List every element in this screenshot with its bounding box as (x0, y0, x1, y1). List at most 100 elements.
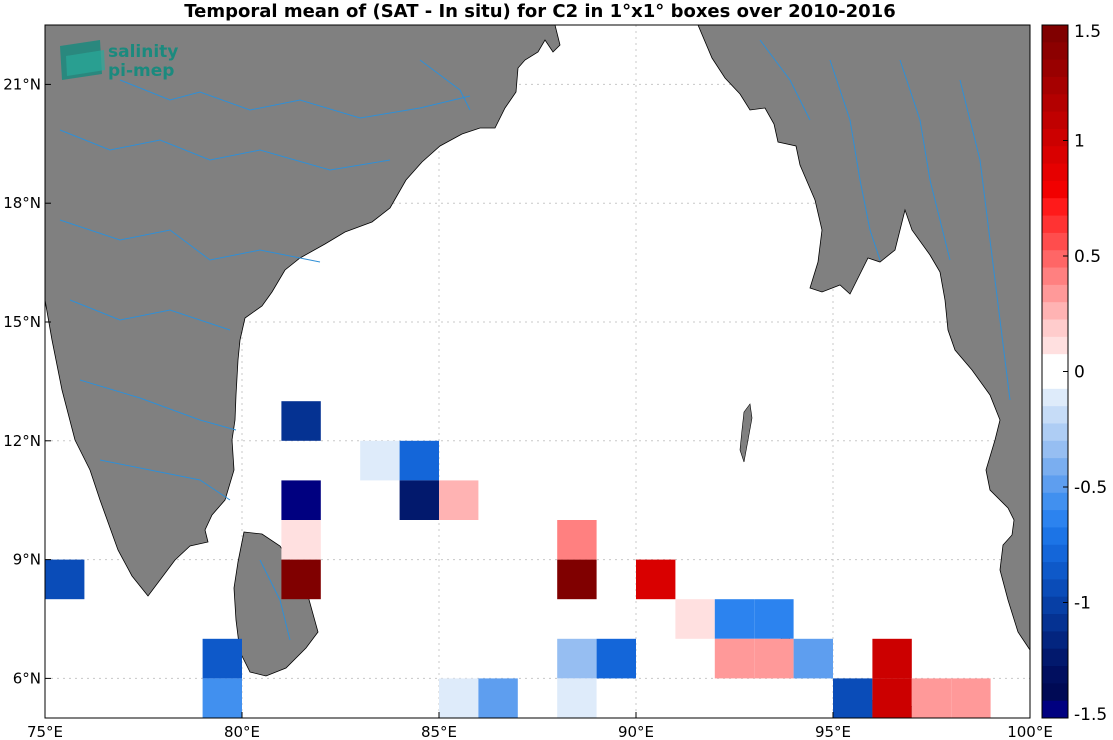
heatmap-cell (714, 599, 755, 639)
heatmap-cell (360, 440, 400, 481)
colorbar-swatch (1042, 94, 1068, 113)
colorbar-swatch (1042, 579, 1068, 598)
colorbar-swatch (1042, 128, 1068, 147)
india-landmass (45, 25, 561, 597)
heatmap-cell (872, 678, 912, 718)
colorbar-swatch (1042, 544, 1068, 563)
logo-line1: salinity (108, 42, 178, 62)
colorbar-swatch (1042, 406, 1068, 424)
colorbar-swatch (1042, 232, 1068, 251)
colorbar-swatch (1042, 440, 1068, 459)
heatmap-cell (793, 638, 833, 679)
colorbar-swatch (1042, 163, 1068, 182)
colorbar-swatch (1042, 76, 1068, 95)
heatmap-cell (439, 480, 479, 520)
x-tick-label: 85°E (421, 723, 457, 740)
heatmap-cell (557, 678, 597, 718)
heatmap-cell (399, 480, 439, 520)
y-tick-label: 6°N (13, 669, 41, 687)
x-tick-label: 95°E (815, 723, 851, 740)
heatmap-cell (714, 638, 755, 679)
colorbar-swatch (1042, 336, 1068, 355)
colorbar-swatch (1042, 510, 1068, 528)
colorbar-swatch (1042, 25, 1068, 43)
logo-line2: pi-mep (108, 61, 174, 81)
y-tick-label: 9°N (13, 551, 41, 569)
y-axis-ticks: 6°N 9°N 12°N 15°N 18°N 21°N (3, 75, 51, 687)
colorbar-swatch (1042, 388, 1068, 407)
colorbar-swatch (1042, 423, 1068, 442)
colorbar-swatch (1042, 354, 1068, 372)
heatmap-cell (557, 520, 597, 560)
colorbar-swatch (1042, 562, 1068, 580)
colorbar-tick-label: -1 (1074, 594, 1091, 614)
colorbar-swatch (1042, 59, 1068, 78)
map-area (45, 25, 1030, 718)
heatmap-cell (281, 480, 321, 520)
colorbar-swatch (1042, 683, 1068, 702)
colorbar-swatch (1042, 631, 1068, 650)
salinity-pi-mep-logo: salinity pi-mep (60, 40, 178, 81)
heatmap-cells (45, 401, 991, 718)
y-tick-label: 18°N (3, 194, 41, 212)
heatmap-cell (833, 678, 873, 718)
colorbar-swatch (1042, 527, 1068, 546)
colorbar-ticks: 1.5 1 0.5 0 -0.5 -1 -1.5 (1063, 22, 1107, 725)
colorbar-tick-label: -0.5 (1074, 478, 1107, 498)
colorbar-swatch (1042, 198, 1068, 217)
andaman-island (739, 403, 753, 463)
colorbar-swatch (1042, 111, 1068, 130)
chart-title: Temporal mean of (SAT - In situ) for C2 … (184, 1, 895, 22)
heatmap-cell (45, 559, 85, 600)
colorbar-swatch (1042, 475, 1068, 494)
heatmap-cell (478, 678, 518, 718)
colorbar-swatch (1042, 371, 1068, 390)
heatmap-cell (281, 520, 321, 560)
heatmap-cell (754, 599, 794, 639)
x-tick-label: 100°E (1007, 723, 1053, 740)
y-tick-label: 12°N (3, 432, 41, 450)
colorbar-swatch (1042, 215, 1068, 234)
colorbar-swatches (1042, 25, 1068, 719)
colorbar-swatch (1042, 267, 1068, 286)
colorbar-swatch (1042, 492, 1068, 511)
heatmap-cell (557, 559, 597, 600)
colorbar: 1.5 1 0.5 0 -0.5 -1 -1.5 (1041, 22, 1107, 725)
heatmap-cell (399, 440, 439, 481)
colorbar-tick-label: 0 (1074, 363, 1085, 383)
colorbar-swatch (1042, 648, 1068, 667)
x-tick-label: 90°E (618, 723, 654, 740)
heatmap-cell (675, 599, 715, 639)
heatmap-cell (202, 638, 242, 679)
heatmap-cell (872, 638, 912, 679)
colorbar-tick-label: 1 (1074, 132, 1085, 152)
colorbar-swatch (1042, 42, 1068, 61)
colorbar-tick-label: -1.5 (1074, 705, 1107, 725)
y-tick-label: 15°N (3, 313, 41, 331)
heatmap-cell (202, 678, 242, 718)
map-frame (44, 24, 1031, 719)
colorbar-swatch (1042, 180, 1068, 199)
colorbar-swatch (1042, 319, 1068, 338)
rivers (59, 39, 1011, 641)
heatmap-cell (754, 638, 794, 679)
heatmap-cell (557, 638, 597, 679)
x-tick-label: 80°E (224, 723, 260, 740)
colorbar-swatch (1042, 458, 1068, 476)
colorbar-swatch (1042, 614, 1068, 632)
myanmar-landmass (697, 25, 1030, 651)
heatmap-cell (281, 401, 321, 441)
colorbar-swatch (1042, 700, 1068, 719)
heatmap-cell (596, 638, 636, 679)
y-tick-label: 21°N (3, 75, 41, 93)
heatmap-cell (439, 678, 479, 718)
heatmap-cell (911, 678, 952, 718)
heatmap-cell (636, 559, 676, 600)
colorbar-swatch (1042, 250, 1068, 269)
colorbar-swatch (1042, 596, 1068, 615)
x-tick-label: 75°E (27, 723, 63, 740)
colorbar-swatch (1042, 146, 1068, 165)
colorbar-tick-label: 1.5 (1074, 22, 1101, 42)
colorbar-swatch (1042, 302, 1068, 321)
